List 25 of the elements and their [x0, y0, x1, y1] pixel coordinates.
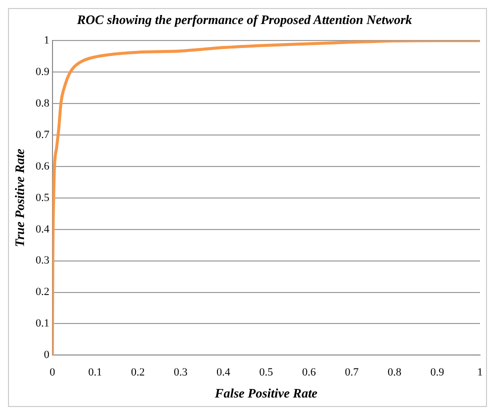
x-tick-label: 0.8: [388, 366, 402, 379]
x-tick-label: 1: [477, 366, 483, 379]
y-tick-label: 0.2: [36, 286, 50, 298]
x-tick-label: 0.2: [131, 366, 145, 379]
y-tick-label: 1: [44, 34, 50, 46]
x-tick-label: 0.6: [302, 366, 316, 379]
y-tick-label: 0.4: [36, 223, 50, 236]
y-tick-label: 0.6: [36, 160, 50, 172]
y-axis-title: True Positive Rate: [12, 148, 28, 248]
y-tick-label: 0: [44, 349, 50, 362]
y-tick-label: 0.3: [36, 254, 50, 267]
line-series: [52, 40, 480, 356]
y-tick-label: 0.8: [36, 97, 50, 110]
x-tick-label: 0.9: [430, 366, 445, 379]
x-tick-label: 0.3: [174, 366, 188, 379]
x-tick-label: 0.7: [344, 366, 360, 379]
x-tick-label: 0.4: [216, 366, 231, 379]
x-axis-title: False Positive Rate: [214, 386, 318, 401]
x-tick-label: 0.5: [259, 366, 274, 379]
x-tick-label: 0.1: [88, 366, 102, 379]
y-tick-label: 0.1: [36, 318, 50, 330]
chart-title: ROC showing the performance of Proposed Attention Network: [76, 12, 412, 28]
y-tick-label: 0.7: [36, 128, 50, 141]
y-tick-label: 0.5: [36, 192, 50, 204]
y-tick-label: 0.9: [36, 66, 50, 78]
